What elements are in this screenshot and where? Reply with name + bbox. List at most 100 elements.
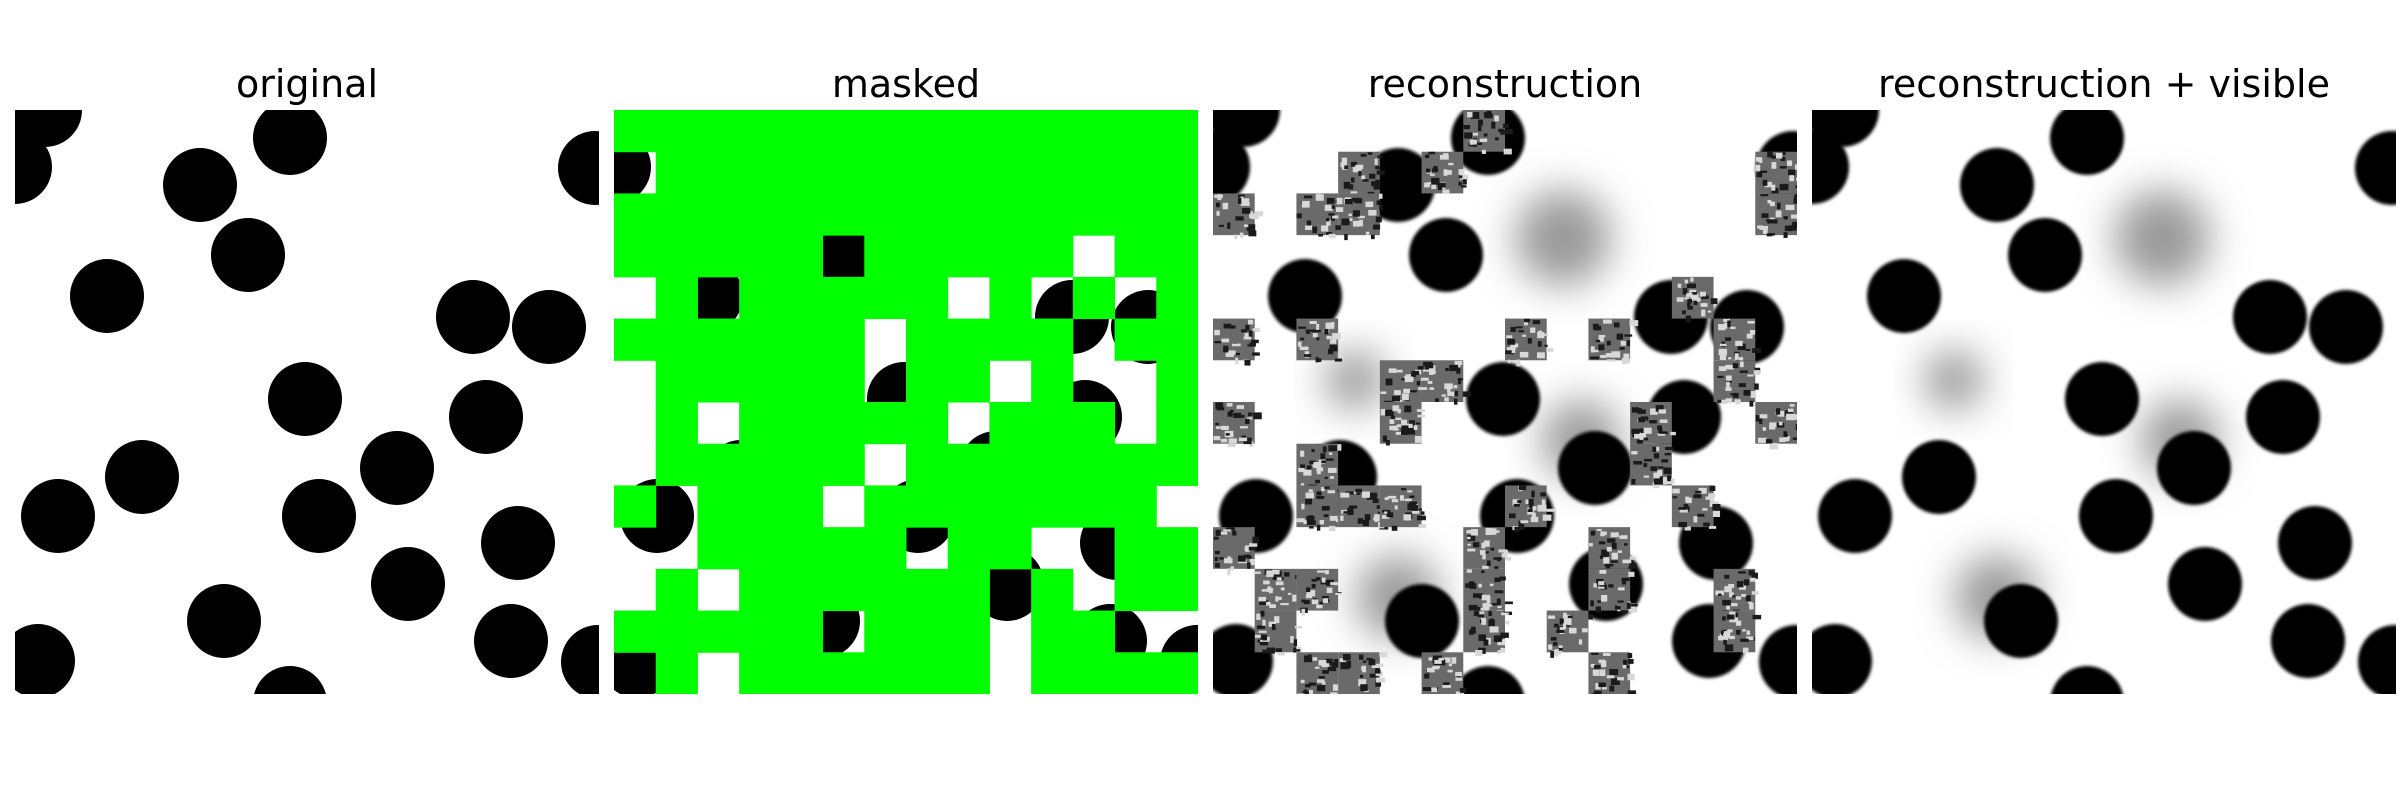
mask-patch bbox=[739, 193, 782, 236]
mask-patch bbox=[655, 235, 698, 278]
mask-patch bbox=[1031, 318, 1074, 361]
original-image bbox=[15, 110, 599, 694]
blur-smudge bbox=[1515, 190, 1611, 286]
reconstruction-image bbox=[1213, 110, 1797, 694]
noise-patch bbox=[1463, 110, 1513, 155]
mask-patch bbox=[739, 360, 782, 403]
masked-image bbox=[614, 110, 1198, 694]
disc bbox=[15, 130, 52, 204]
disc bbox=[2309, 290, 2383, 364]
mask-patch bbox=[655, 610, 698, 653]
disc bbox=[105, 440, 179, 514]
disc bbox=[1409, 218, 1483, 292]
mask-patch bbox=[739, 568, 782, 612]
mask-patch bbox=[697, 527, 740, 570]
noise-patch bbox=[1713, 318, 1761, 367]
mask-patch bbox=[1114, 652, 1157, 694]
mask-patch bbox=[989, 110, 1032, 153]
noise-patch bbox=[1296, 652, 1344, 694]
noise-patch bbox=[1421, 360, 1472, 405]
mask-patch bbox=[989, 318, 1032, 361]
mask-patch bbox=[989, 402, 1032, 445]
disc bbox=[1818, 479, 1892, 553]
disc bbox=[2246, 380, 2320, 454]
mask-patch bbox=[864, 652, 907, 694]
mask-patch bbox=[864, 193, 907, 236]
mask-patch bbox=[1156, 402, 1198, 445]
mask-patch bbox=[697, 193, 740, 236]
disc bbox=[449, 380, 523, 454]
noise-patch bbox=[1213, 402, 1262, 448]
mask-patch bbox=[822, 402, 865, 445]
noise-patch bbox=[1338, 193, 1383, 241]
mask-patch bbox=[864, 610, 907, 653]
mask-patch bbox=[739, 402, 782, 445]
mask-patch bbox=[906, 443, 949, 486]
mask-patch bbox=[1031, 485, 1074, 528]
mask-patch bbox=[697, 110, 740, 153]
mask-patch bbox=[697, 485, 740, 528]
disc bbox=[2065, 362, 2139, 436]
disc bbox=[1268, 259, 1342, 333]
noise-patch bbox=[1421, 652, 1467, 694]
mask-patch bbox=[947, 610, 990, 653]
mask-patch bbox=[906, 151, 949, 194]
mask-patch bbox=[906, 235, 949, 278]
mask-patch bbox=[822, 193, 865, 236]
mask-patch bbox=[614, 193, 657, 236]
mask-patch bbox=[655, 276, 698, 320]
mask-patch bbox=[1114, 110, 1157, 153]
mask-patch bbox=[1031, 402, 1074, 445]
noise-patch bbox=[1296, 318, 1344, 363]
noise-patch bbox=[1296, 193, 1344, 239]
mask-patch bbox=[1156, 652, 1198, 694]
mask-patch bbox=[1156, 360, 1198, 403]
mask-patch bbox=[906, 193, 949, 236]
mask-patch bbox=[614, 610, 657, 653]
noise-patch bbox=[1713, 610, 1762, 654]
mask-patch bbox=[1031, 610, 1074, 653]
mask-patch bbox=[989, 235, 1032, 278]
mask-patch bbox=[822, 151, 865, 194]
disc bbox=[70, 259, 144, 333]
disc bbox=[558, 131, 599, 205]
noise-patch bbox=[1338, 485, 1389, 530]
noise-patch bbox=[1296, 485, 1343, 532]
mask-patch bbox=[1156, 318, 1198, 361]
disc bbox=[561, 625, 599, 694]
mask-patch bbox=[1114, 443, 1157, 486]
mask-patch bbox=[1114, 193, 1157, 236]
noise-patch bbox=[1296, 443, 1342, 488]
disc bbox=[474, 604, 548, 678]
disc bbox=[1812, 130, 1849, 204]
noise-patch bbox=[1588, 568, 1638, 614]
mask-patch bbox=[1114, 235, 1157, 278]
noise-patch bbox=[1463, 610, 1513, 657]
mask-patch bbox=[1072, 485, 1116, 528]
disc bbox=[1812, 624, 1872, 694]
mask-patch bbox=[822, 443, 865, 486]
mask-patch bbox=[780, 360, 824, 403]
noise-patch bbox=[1588, 318, 1639, 365]
disc bbox=[1213, 130, 1250, 204]
panel-title-reconstruction: reconstruction bbox=[1367, 62, 1643, 106]
mask-patch bbox=[1031, 443, 1074, 486]
mask-patch bbox=[1031, 193, 1074, 236]
mask-patch bbox=[1072, 151, 1116, 194]
mask-patch bbox=[1031, 151, 1074, 194]
mask-patch bbox=[697, 360, 740, 403]
mask-patch bbox=[739, 318, 782, 361]
mask-patch bbox=[655, 193, 698, 236]
mask-patch bbox=[1114, 151, 1157, 194]
mask-patch bbox=[947, 318, 990, 361]
mask-patch bbox=[780, 610, 824, 653]
mask-patch bbox=[822, 652, 865, 694]
mask-patch bbox=[1072, 443, 1116, 486]
disc bbox=[1452, 666, 1524, 694]
mask-patch bbox=[906, 318, 949, 361]
mask-patch bbox=[739, 110, 782, 153]
disc bbox=[2233, 280, 2307, 354]
disc bbox=[187, 584, 261, 658]
disc bbox=[1385, 584, 1459, 658]
noise-patch bbox=[1463, 527, 1511, 573]
